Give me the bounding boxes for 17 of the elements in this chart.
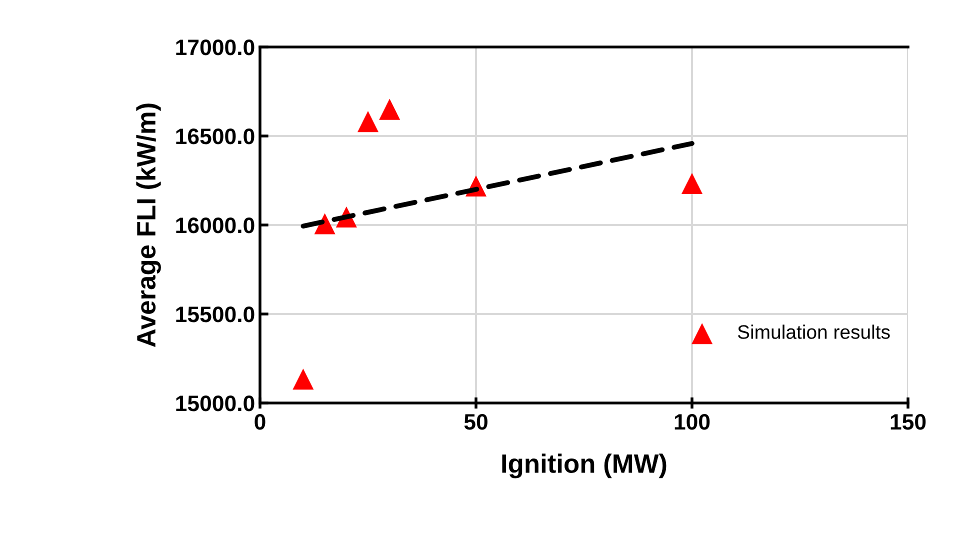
point: [357, 111, 379, 132]
y-tick-label: 15000.0: [176, 396, 254, 412]
point: [379, 98, 400, 120]
x-tick-label: 50: [464, 414, 488, 430]
x-tick-label: 0: [254, 414, 266, 430]
x-tick-label: 150: [890, 414, 926, 430]
x-tick-label: 100: [674, 414, 710, 430]
y-tick-label: 16000.0: [176, 218, 254, 234]
point: [314, 213, 336, 234]
legend-label: Simulation results: [738, 324, 890, 339]
point: [292, 368, 314, 390]
y-axis-title: Average FLI (kW/m): [136, 104, 161, 348]
point: [681, 172, 703, 194]
x-axis-title: Ignition (MW): [502, 454, 666, 478]
y-tick-label: 16500.0: [176, 128, 254, 144]
y-tick-label: 17000.0: [176, 40, 254, 56]
y-tick-label: 15500.0: [176, 306, 254, 322]
